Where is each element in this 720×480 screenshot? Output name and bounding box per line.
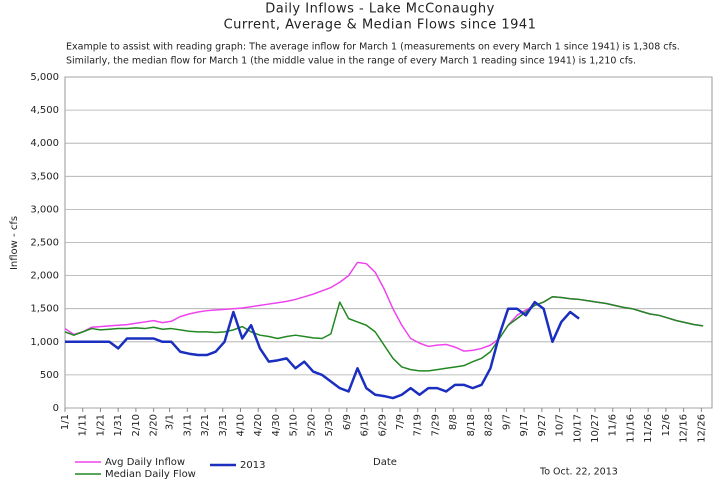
x-tick-label: 12/26 [696, 414, 707, 443]
x-tick-label: 3/11 [182, 414, 193, 436]
x-tick-label: 5/10 [289, 414, 300, 436]
legend-label: Median Daily Flow [105, 469, 196, 480]
chart-title: Daily Inflows - Lake McConaughy [265, 2, 495, 17]
x-tick-label: 9/27 [537, 414, 548, 436]
chart-subtitle: Current, Average & Median Flows since 19… [224, 18, 537, 33]
x-tick-label: 8/28 [484, 414, 495, 436]
y-tick-label: 1,000 [30, 337, 59, 348]
x-tick-label: 6/19 [360, 414, 371, 436]
x-tick-label: 2/10 [131, 414, 142, 436]
x-tick-label: 10/27 [590, 414, 601, 443]
x-tick-label: 11/16 [625, 414, 636, 443]
y-tick-label: 500 [40, 370, 59, 381]
x-tick-label: 1/21 [95, 414, 106, 436]
x-axis-label: Date [373, 457, 397, 468]
annotation: Example to assist with reading graph: Th… [66, 42, 680, 53]
annotation: To Oct. 22, 2013 [539, 467, 618, 478]
x-tick-label: 7/19 [413, 414, 424, 436]
x-tick-label: 9/17 [519, 414, 530, 436]
series-line [65, 300, 580, 400]
y-tick-label: 1,500 [30, 304, 59, 315]
x-tick-label: 1/1 [60, 414, 71, 430]
legend-label: 2013 [240, 460, 265, 471]
y-axis-label: Inflow - cfs [9, 216, 20, 270]
y-tick-label: 3,000 [30, 204, 59, 215]
y-tick-label: 4,000 [30, 138, 59, 149]
x-tick-label: 2/20 [149, 414, 160, 436]
y-tick-label: 4,500 [30, 105, 59, 116]
annotation: Similarly, the median flow for March 1 (… [66, 56, 636, 67]
y-tick-label: 0 [53, 403, 59, 414]
x-tick-label: 4/20 [253, 414, 264, 436]
x-tick-label: 12/16 [679, 414, 690, 443]
x-tick-label: 6/29 [377, 414, 388, 436]
x-tick-label: 6/9 [342, 414, 353, 430]
x-tick-label: 5/30 [324, 414, 335, 436]
x-tick-label: 5/20 [306, 414, 317, 436]
x-tick-label: 11/26 [643, 414, 654, 443]
x-tick-label: 4/30 [271, 414, 282, 436]
x-tick-label: 4/10 [235, 414, 246, 436]
x-tick-label: 7/9 [395, 414, 406, 430]
x-tick-label: 10/17 [572, 414, 583, 443]
legend-label: Avg Daily Inflow [105, 457, 185, 468]
x-tick-label: 10/7 [555, 414, 566, 436]
y-tick-label: 2,000 [30, 271, 59, 282]
x-tick-label: 3/21 [200, 414, 211, 436]
x-tick-label: 11/6 [608, 414, 619, 436]
series-line [64, 296, 704, 372]
x-tick-label: 9/7 [501, 414, 512, 430]
x-tick-label: 12/6 [661, 414, 672, 436]
x-tick-label: 3/31 [218, 414, 229, 436]
x-tick-label: 3/1 [165, 414, 176, 430]
y-tick-label: 2,500 [30, 238, 59, 249]
x-tick-label: 7/29 [430, 414, 441, 436]
y-tick-label: 5,000 [30, 72, 59, 83]
x-tick-label: 8/8 [448, 414, 459, 430]
x-tick-label: 1/11 [78, 414, 89, 436]
x-tick-label: 8/18 [466, 414, 477, 436]
x-tick-label: 1/31 [113, 414, 124, 436]
y-tick-label: 3,500 [30, 171, 59, 182]
